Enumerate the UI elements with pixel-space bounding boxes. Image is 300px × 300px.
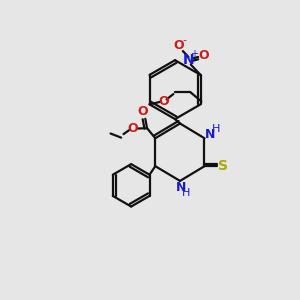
Text: O: O (137, 105, 148, 118)
Text: O: O (127, 122, 138, 135)
Text: +: + (190, 49, 198, 59)
Text: O: O (198, 49, 209, 62)
Text: O: O (173, 39, 184, 52)
Text: O: O (158, 95, 169, 108)
Text: N: N (183, 53, 195, 67)
Text: -: - (182, 35, 186, 45)
Text: H: H (182, 188, 190, 198)
Text: N: N (176, 181, 186, 194)
Text: H: H (212, 124, 220, 134)
Text: S: S (218, 159, 228, 173)
Text: N: N (205, 128, 215, 141)
